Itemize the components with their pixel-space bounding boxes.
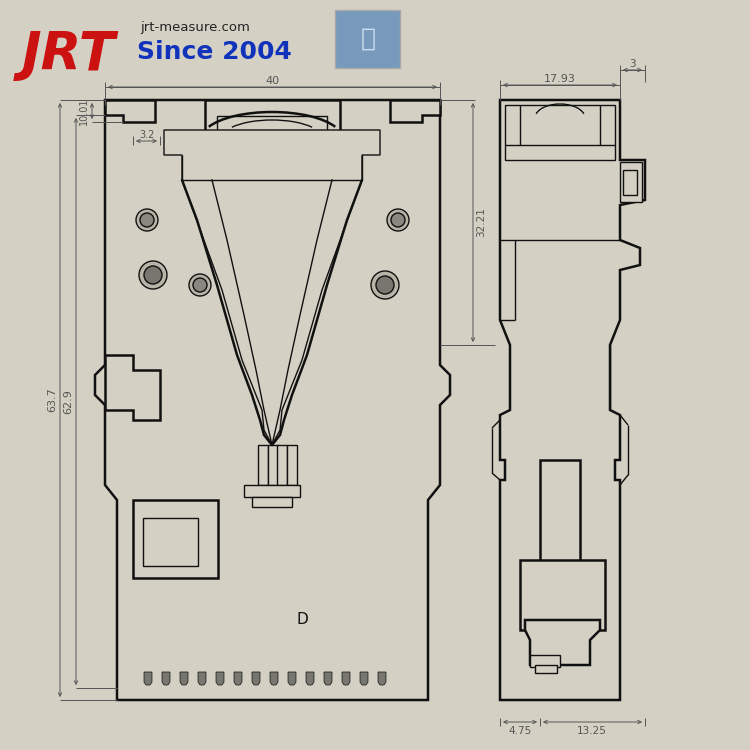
Text: 3.2: 3.2 — [139, 130, 154, 140]
Bar — [277, 445, 287, 485]
Text: 17.93: 17.93 — [544, 74, 576, 84]
Bar — [217, 116, 327, 140]
Polygon shape — [205, 100, 340, 140]
Text: 63.7: 63.7 — [47, 388, 57, 412]
Polygon shape — [390, 100, 440, 122]
Bar — [133, 500, 218, 578]
Polygon shape — [180, 672, 188, 685]
Bar — [268, 445, 278, 485]
Text: 3: 3 — [629, 59, 636, 69]
Circle shape — [144, 266, 162, 284]
Bar — [258, 445, 268, 485]
Polygon shape — [525, 620, 600, 665]
Text: JRT: JRT — [22, 29, 116, 81]
Polygon shape — [216, 672, 224, 685]
Polygon shape — [162, 672, 170, 685]
Text: 40: 40 — [266, 76, 280, 86]
Text: 62.9: 62.9 — [63, 389, 73, 414]
Polygon shape — [306, 672, 314, 685]
Polygon shape — [540, 460, 580, 570]
Polygon shape — [198, 672, 206, 685]
Circle shape — [136, 209, 158, 231]
Polygon shape — [252, 672, 260, 685]
Polygon shape — [105, 355, 160, 420]
Text: 13.25: 13.25 — [577, 726, 607, 736]
Bar — [505, 105, 615, 160]
Circle shape — [189, 274, 211, 296]
Circle shape — [371, 271, 399, 299]
Polygon shape — [164, 130, 380, 445]
Text: ✋: ✋ — [361, 27, 376, 51]
Bar — [623, 170, 637, 195]
Circle shape — [139, 261, 167, 289]
Polygon shape — [342, 672, 350, 685]
Bar — [287, 445, 297, 485]
Text: Since 2004: Since 2004 — [137, 40, 292, 64]
Circle shape — [387, 209, 409, 231]
Polygon shape — [144, 672, 152, 685]
Bar — [252, 497, 292, 507]
Polygon shape — [324, 672, 332, 685]
Polygon shape — [360, 672, 368, 685]
Bar — [530, 655, 560, 667]
Polygon shape — [378, 672, 386, 685]
Polygon shape — [520, 560, 605, 630]
Polygon shape — [105, 100, 155, 122]
Bar — [620, 162, 642, 202]
Polygon shape — [234, 672, 242, 685]
Text: 4.75: 4.75 — [509, 726, 532, 736]
Circle shape — [193, 278, 207, 292]
Text: D: D — [296, 613, 307, 628]
Text: 10.01: 10.01 — [79, 98, 89, 124]
Polygon shape — [500, 100, 645, 700]
Bar — [143, 518, 198, 566]
Bar — [335, 10, 400, 68]
Text: 32.21: 32.21 — [476, 208, 486, 238]
Text: jrt-measure.com: jrt-measure.com — [140, 22, 250, 34]
Polygon shape — [270, 672, 278, 685]
Circle shape — [391, 213, 405, 227]
Polygon shape — [95, 100, 450, 700]
Circle shape — [376, 276, 394, 294]
Polygon shape — [288, 672, 296, 685]
Bar — [244, 485, 300, 497]
Bar — [535, 665, 557, 673]
Circle shape — [140, 213, 154, 227]
